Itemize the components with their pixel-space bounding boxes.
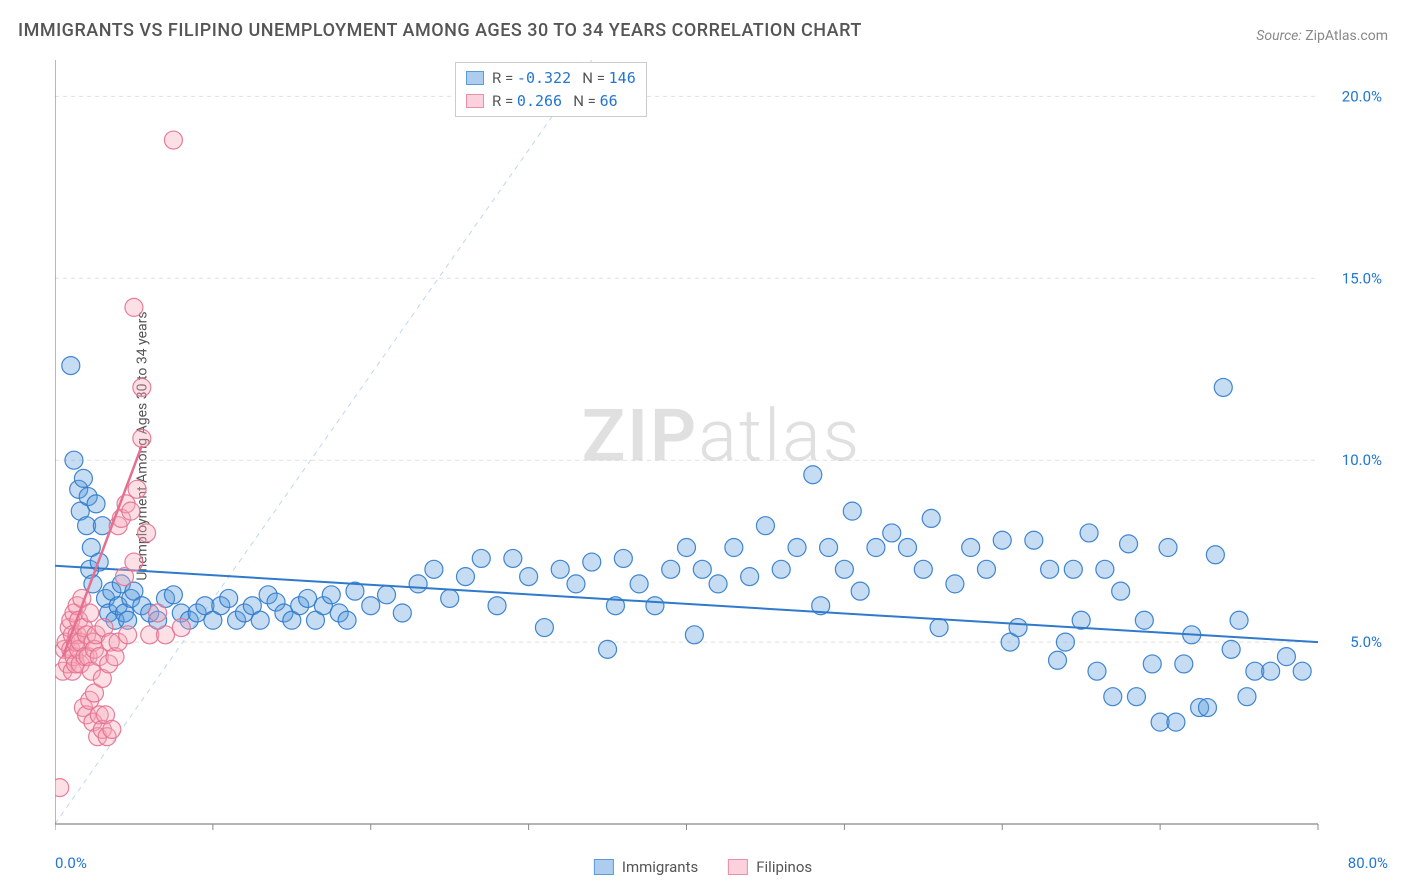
chart-title: IMMIGRANTS VS FILIPINO UNEMPLOYMENT AMON… [18,20,862,41]
series-legend: Immigrants Filipinos [594,858,812,876]
svg-text:20.0%: 20.0% [1342,87,1382,105]
source-value: ZipAtlas.com [1305,28,1388,44]
source-attribution: Source: ZipAtlas.com [1256,28,1388,44]
correlation-row: R = -0.322 N = 146 [466,67,636,90]
legend-swatch [728,859,748,875]
scatter-chart: 5.0%10.0%15.0%20.0% ZIPatlas [55,60,1388,844]
legend-label: Filipinos [756,858,812,876]
correlation-values: R = 0.266 N = 66 [492,90,618,113]
svg-text:15.0%: 15.0% [1342,269,1382,287]
svg-text:5.0%: 5.0% [1350,633,1382,651]
correlation-swatch [466,94,484,108]
svg-text:10.0%: 10.0% [1342,451,1382,469]
chart-svg: 5.0% 10.0% 15.0% 20.0% [55,60,1388,844]
correlation-swatch [466,71,484,85]
correlation-row: R = 0.266 N = 66 [466,90,636,113]
source-label: Source: [1256,28,1301,44]
legend-item: Filipinos [728,858,812,876]
legend-swatch [594,859,614,875]
legend-label: Immigrants [622,858,698,876]
correlation-legend: R = -0.322 N = 146R = 0.266 N = 66 [455,62,647,117]
x-max-label: 80.0% [1348,854,1388,872]
legend-item: Immigrants [594,858,698,876]
x-min-label: 0.0% [55,854,87,872]
correlation-values: R = -0.322 N = 146 [492,67,636,90]
